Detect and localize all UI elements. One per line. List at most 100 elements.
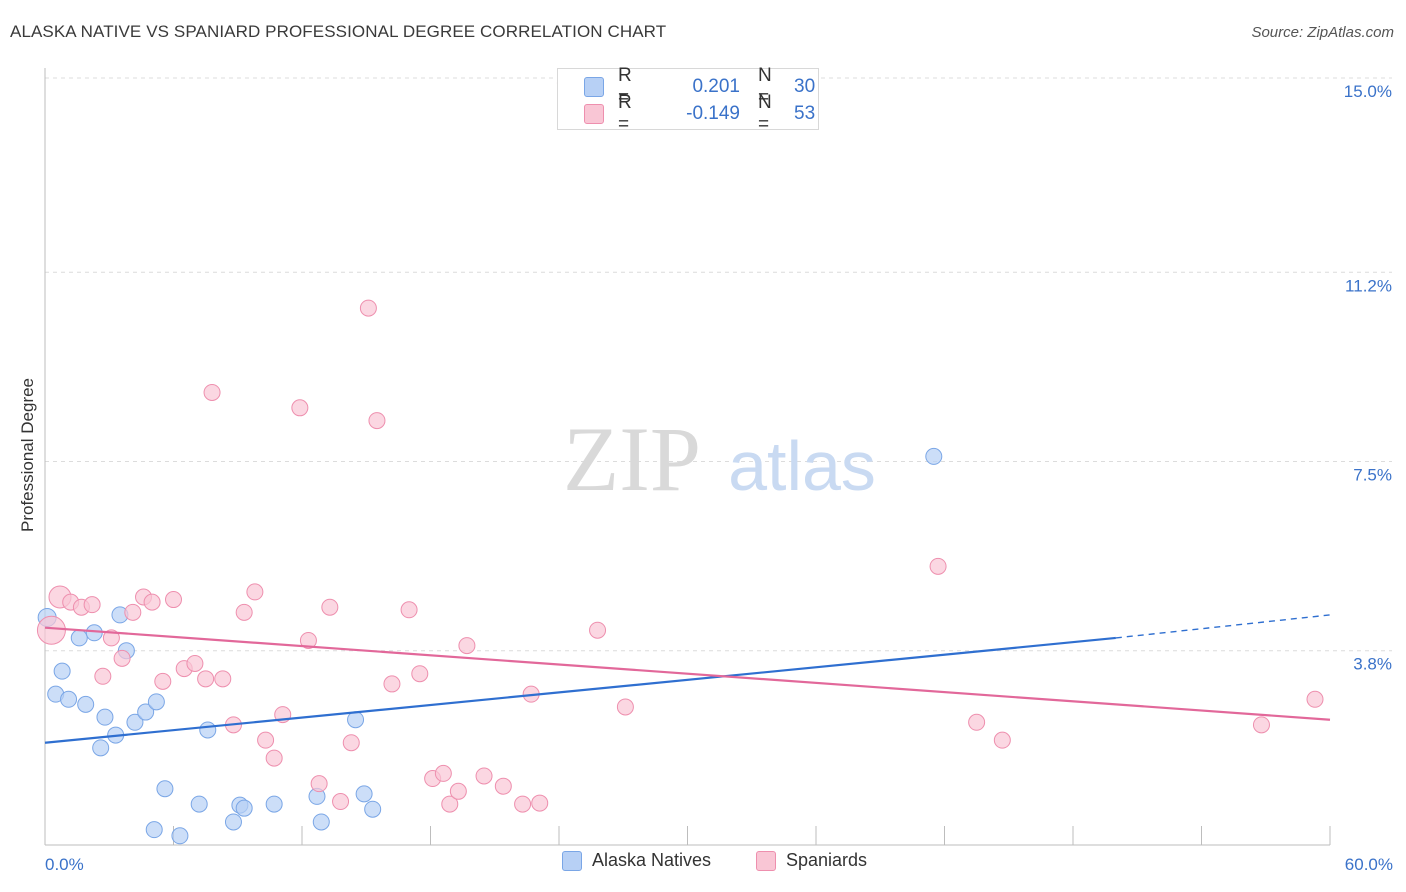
legend-swatch-alaska-natives — [584, 77, 604, 97]
spaniard-point — [124, 603, 142, 621]
spaniard-point — [235, 603, 253, 621]
legend-n-label: N = — [758, 92, 772, 135]
legend-n-value: 53 — [794, 103, 816, 124]
axes — [44, 68, 1331, 846]
alaska-native-point — [145, 821, 163, 839]
spaniard-point — [186, 654, 204, 672]
series-legend: Alaska Natives Spaniards — [0, 850, 1406, 880]
spaniard-point — [291, 399, 309, 417]
spaniard-point — [102, 629, 120, 647]
alaska-native-point — [126, 713, 144, 731]
legend-r-label: R = — [618, 92, 632, 135]
spaniard-point — [494, 777, 512, 795]
spaniard-point — [589, 621, 607, 639]
alaska-native-point — [156, 780, 174, 798]
spaniard-point — [993, 731, 1011, 749]
alaska-native-point — [137, 703, 155, 721]
spaniard-point — [165, 591, 182, 609]
alaska-native-point — [53, 662, 71, 680]
spaniard-point — [1306, 690, 1324, 708]
correlation-legend: R = 0.201 N = 30 R = -0.149 N = 53 — [557, 65, 819, 135]
spaniard-point — [154, 672, 172, 690]
spaniard-point — [332, 793, 350, 811]
legend-swatch-spaniards — [584, 104, 604, 124]
legend-item-spaniards[interactable]: Spaniards — [756, 850, 867, 871]
legend-r-label: R = — [618, 65, 632, 108]
spaniard-point — [458, 637, 476, 655]
y-tick-label: 15.0% — [1344, 82, 1392, 101]
spaniard-point — [143, 593, 161, 611]
spaniard-point — [514, 795, 532, 813]
spaniard-point — [265, 749, 283, 767]
spaniard-point — [113, 649, 131, 667]
spaniard-point — [94, 667, 112, 685]
spaniard-point — [321, 598, 339, 616]
spaniard-point — [411, 665, 429, 683]
spaniard-point — [475, 767, 493, 785]
alaska-native-point — [364, 800, 382, 818]
alaska-native-point — [60, 690, 78, 708]
spaniard-point — [299, 631, 317, 649]
spaniard-point — [968, 713, 986, 731]
spaniard-point — [83, 596, 101, 614]
alaska-native-point — [77, 695, 95, 713]
spaniard-point — [36, 615, 66, 645]
spaniard-point — [531, 794, 549, 812]
legend-label-spaniards: Spaniards — [786, 850, 868, 870]
alaska-native-point — [312, 813, 330, 831]
spaniard-point — [616, 698, 634, 716]
alaska-native-point — [171, 827, 189, 845]
chart-title: ALASKA NATIVE VS SPANIARD PROFESSIONAL D… — [10, 22, 667, 41]
alaska-native-point — [925, 447, 943, 465]
legend-swatch-spaniards — [756, 850, 776, 871]
alaska-native-point — [235, 799, 253, 817]
spaniard-point — [929, 557, 947, 575]
legend-r-value: -0.149 — [686, 103, 740, 124]
alaska-native-point — [347, 711, 365, 729]
spaniard-point — [342, 734, 360, 752]
legend-r-value: 0.201 — [692, 76, 740, 97]
x-tick-label: 60.0% — [1345, 855, 1393, 874]
legend-item-alaska-natives[interactable]: Alaska Natives — [562, 850, 711, 871]
alaska-native-trend-line-extension — [1115, 614, 1331, 639]
alaska-native-point — [92, 739, 110, 757]
alaska-native-point — [96, 708, 114, 726]
spaniard-point — [383, 675, 401, 693]
spaniard-point — [246, 583, 264, 601]
legend-label-alaska-natives: Alaska Natives — [592, 850, 712, 870]
alaska-native-point — [85, 624, 103, 642]
spaniard-point — [368, 412, 386, 430]
grid-lines — [45, 77, 1392, 652]
alaska-native-point — [70, 629, 88, 647]
spaniard-point — [434, 764, 452, 782]
spaniard-trend-line — [44, 626, 1331, 721]
alaska-native-point — [147, 693, 165, 711]
spaniard-point — [449, 782, 467, 800]
spaniard-point — [203, 383, 221, 401]
spaniard-point — [359, 299, 377, 317]
spaniard-point — [1252, 716, 1270, 734]
legend-n-value: 30 — [794, 76, 816, 97]
spaniard-point — [400, 601, 418, 619]
spaniard-point — [197, 670, 215, 688]
y-tick-label: 11.2% — [1345, 276, 1392, 295]
x-tick-label: 0.0% — [45, 855, 84, 874]
trend-lines — [44, 614, 1331, 744]
legend-n-label: N = — [758, 65, 772, 108]
alaska-native-point — [224, 813, 242, 831]
legend-swatch-alaska-natives — [562, 850, 582, 871]
source-label: Source: ZipAtlas.com — [1251, 24, 1394, 41]
spaniard-point — [441, 795, 459, 813]
alaska-native-point — [190, 795, 208, 813]
alaska-native-trend-line — [44, 636, 1116, 744]
spaniard-point — [214, 670, 232, 688]
y-tick-label: 7.5% — [1353, 466, 1392, 485]
alaska-native-point — [355, 785, 373, 803]
spaniard-point — [257, 731, 275, 749]
alaska-native-point — [265, 795, 283, 813]
alaska-native-point — [199, 721, 217, 739]
spaniard-point — [310, 775, 328, 793]
tick-labels: 3.8% 7.5% 11.2% 15.0% 0.0% 60.0% — [45, 82, 1393, 874]
y-tick-label: 3.8% — [1353, 655, 1392, 674]
